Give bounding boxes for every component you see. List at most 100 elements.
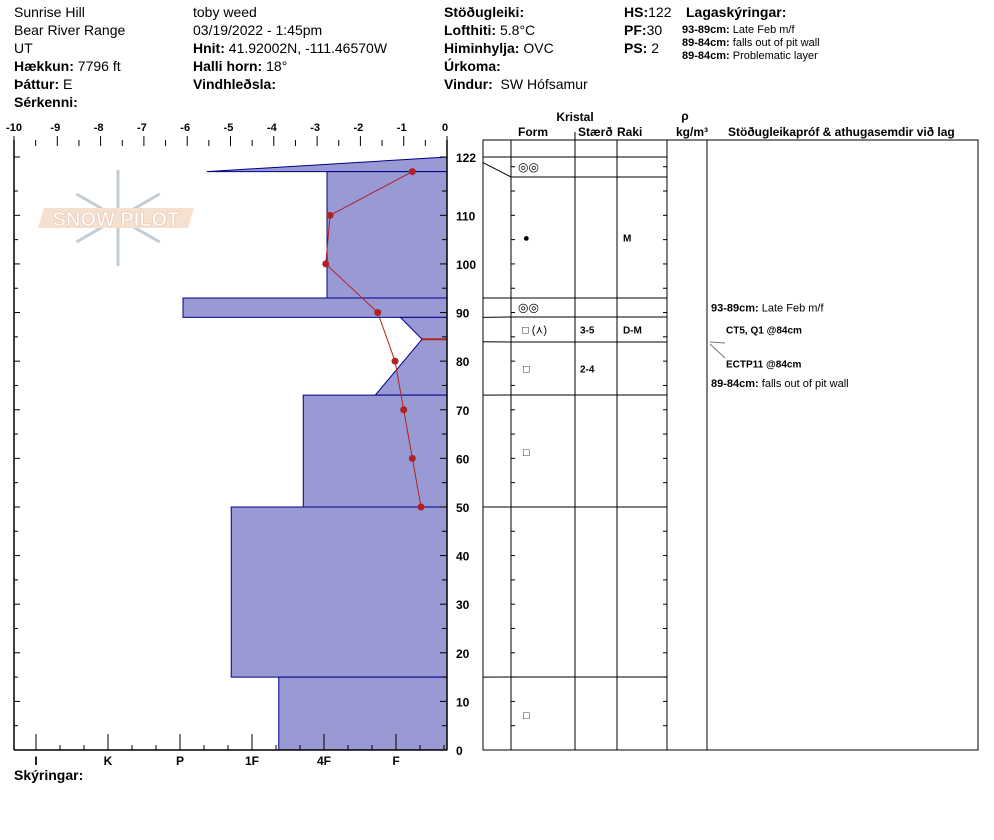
precip-label: Úrkoma: xyxy=(444,58,501,74)
temperature-line xyxy=(325,171,422,508)
observer: toby weed xyxy=(193,4,257,20)
depth-tick-label: 40 xyxy=(456,550,470,564)
layer-note-text: Problematic layer xyxy=(732,50,818,62)
grain-form: □ xyxy=(523,447,530,459)
size-header: Stærð xyxy=(578,125,613,139)
moisture: M xyxy=(623,234,631,245)
temperature-point xyxy=(322,260,330,268)
hs-value: 122 xyxy=(648,4,672,20)
air-temp-value: 5.8°C xyxy=(499,22,536,38)
pf-value: 30 xyxy=(646,22,663,38)
temperature-tick-label: -1 xyxy=(397,122,407,134)
depth-tick-label: 60 xyxy=(456,452,470,466)
depth-tick-label: 30 xyxy=(456,598,470,612)
hardness-tick-label: 1F xyxy=(245,754,259,768)
snowpilot-logo: SNOW PILOT xyxy=(38,170,194,266)
grain-size: 2-4 xyxy=(580,365,595,376)
ps-label: PS: xyxy=(624,40,648,56)
kristal-header: Kristal xyxy=(556,110,593,124)
temperature-tick-label: -6 xyxy=(180,122,190,134)
layer-note: 89-84cm: falls out of pit wall xyxy=(682,37,820,50)
temperature-tick-label: -9 xyxy=(50,122,60,134)
comments-header: Stöðugleikapróf & athugasemdir við lag xyxy=(728,125,955,139)
depth-tick-label: 50 xyxy=(456,501,470,515)
layer-table-frame xyxy=(482,139,979,751)
grain-form: ◎◎ xyxy=(518,301,539,315)
state: UT xyxy=(14,40,33,56)
depth-tick-label: 80 xyxy=(456,355,470,369)
depth-tick-label: 0 xyxy=(456,744,463,758)
hardness-layer xyxy=(326,171,448,299)
hardness-layer xyxy=(278,676,448,751)
layer-note-text: falls out of pit wall xyxy=(732,37,820,49)
layer-note: 93-89cm: Late Feb m/f xyxy=(682,24,795,37)
specifics-label: Sérkenni: xyxy=(14,94,78,110)
temperature-point xyxy=(408,168,416,176)
hardness-tick-label: F xyxy=(392,754,399,768)
location: Sunrise Hill xyxy=(14,4,85,20)
air-temp-label: Lofthiti: xyxy=(444,22,497,38)
layer-comment: 93-89cm: Late Feb m/f xyxy=(711,303,824,315)
elevation-value: 7796 ft xyxy=(77,58,121,74)
depth-tick-label: 70 xyxy=(456,404,470,418)
temperature-point xyxy=(391,357,399,365)
grain-size: 3-5 xyxy=(580,326,595,337)
elevation-label: Hækkun: xyxy=(14,58,74,74)
svg-text:SNOW PILOT: SNOW PILOT xyxy=(53,209,180,231)
sky-value: OVC xyxy=(523,40,554,56)
test-arrow xyxy=(709,343,726,359)
rho-header: ρ xyxy=(681,109,688,123)
temperature-point xyxy=(326,211,334,219)
slope-value: 18° xyxy=(266,58,288,74)
temperature-point xyxy=(408,454,416,462)
coords-value: 41.92002N, -111.46570W xyxy=(228,40,388,56)
aspect-value: E xyxy=(63,76,73,92)
depth-tick-label: 90 xyxy=(456,307,470,321)
layer-connector xyxy=(482,162,512,178)
range: Bear River Range xyxy=(14,22,126,38)
hardness-tick-label: I xyxy=(34,754,37,768)
depth-tick-label: 20 xyxy=(456,647,470,661)
hardness-layer xyxy=(374,316,448,396)
temperature-tick-label: -5 xyxy=(224,122,234,134)
datetime: 03/19/2022 - 1:45pm xyxy=(193,22,323,38)
form-header: Form xyxy=(518,125,548,139)
stability-test: CT5, Q1 @84cm xyxy=(726,326,802,337)
layer-note-range: 89-84cm: xyxy=(682,50,730,62)
hardness-tick-label: K xyxy=(104,754,113,768)
hardness-tick-label: 4F xyxy=(317,754,331,768)
density-unit-header: kg/m³ xyxy=(676,125,708,139)
hardness-layer xyxy=(182,297,448,318)
moisture: D-M xyxy=(623,326,642,337)
layer-note: 89-84cm: Problematic layer xyxy=(682,50,818,63)
grain-form: □ xyxy=(523,710,530,722)
temperature-tick-label: -4 xyxy=(267,122,278,134)
hardness-layer xyxy=(230,506,448,678)
temperature-tick-label: -2 xyxy=(354,122,364,134)
grain-form: □ xyxy=(523,364,530,376)
temperature-point xyxy=(417,503,425,511)
moisture-header: Raki xyxy=(617,125,642,139)
aspect-label: Þáttur: xyxy=(14,76,60,92)
layer-note-range: 89-84cm: xyxy=(682,37,730,49)
grain-form: ◎◎ xyxy=(518,160,539,174)
elevation: Hækkun: 7796 ft xyxy=(14,57,121,75)
depth-tick-label: 110 xyxy=(456,209,476,223)
sky-label: Himinhylja: xyxy=(444,40,520,56)
temperature-tick-label: -10 xyxy=(6,122,22,134)
wind-value: SW Hófsamur xyxy=(500,76,588,92)
layer-note-range: 93-89cm: xyxy=(682,24,730,36)
layer-comment: 89-84cm: falls out of pit wall xyxy=(711,378,849,390)
pf-label: PF: xyxy=(624,22,647,38)
ps-value: 2 xyxy=(651,40,660,56)
wind-loading-label: Vindhleðsla: xyxy=(193,76,276,92)
temperature-tick-label: -3 xyxy=(310,122,320,134)
stability-label: Stöðugleiki: xyxy=(444,4,525,20)
temperature-point xyxy=(400,406,408,414)
test-arrow xyxy=(709,341,726,344)
layer-note-text: Late Feb m/f xyxy=(732,24,795,36)
hs-label: HS: xyxy=(624,4,649,20)
coords-label: Hnit: xyxy=(193,40,225,56)
temperature-tick-label: -7 xyxy=(137,122,147,134)
